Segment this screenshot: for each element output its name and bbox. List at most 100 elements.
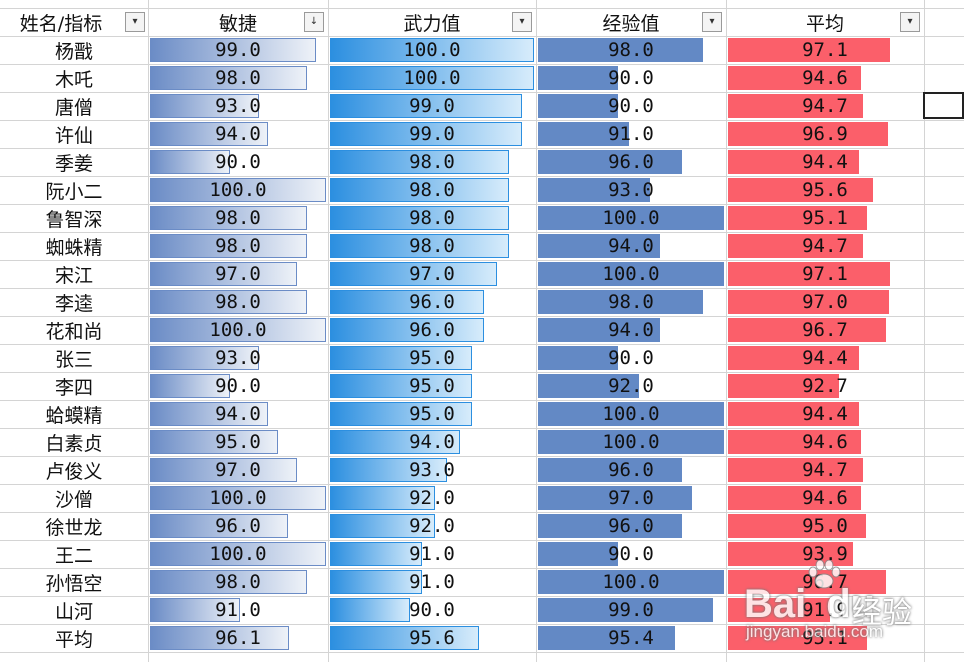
header-agility[interactable]: 敏捷 — [148, 8, 328, 36]
average-value-cell[interactable]: 94.4 — [802, 347, 848, 369]
agility-value-cell[interactable]: 97.0 — [215, 459, 261, 481]
experience-value-cell[interactable]: 90.0 — [608, 95, 654, 117]
experience-value-cell[interactable]: 96.0 — [608, 151, 654, 173]
name-cell[interactable]: 王二 — [54, 544, 93, 567]
average-value-cell[interactable]: 91.9 — [802, 599, 848, 621]
experience-value-cell[interactable]: 90.0 — [608, 543, 654, 565]
force-value-cell[interactable]: 98.0 — [409, 179, 455, 201]
header-force[interactable]: 武力值 — [328, 8, 536, 36]
force-value-cell[interactable]: 91.0 — [409, 543, 455, 565]
force-value-cell[interactable]: 96.0 — [409, 291, 455, 313]
average-value-cell[interactable]: 94.6 — [802, 67, 848, 89]
filter-dropdown-force[interactable]: ▾ — [512, 12, 532, 32]
experience-value-cell[interactable]: 100.0 — [602, 431, 660, 453]
name-cell[interactable]: 平均 — [54, 628, 93, 651]
header-average[interactable]: 平均 — [726, 8, 924, 36]
agility-value-cell[interactable]: 94.0 — [215, 123, 261, 145]
active-cell-selection[interactable] — [923, 92, 964, 119]
experience-value-cell[interactable]: 90.0 — [608, 67, 654, 89]
average-value-cell[interactable]: 94.6 — [802, 487, 848, 509]
name-cell[interactable]: 李四 — [54, 376, 93, 399]
name-cell[interactable]: 李逵 — [54, 292, 93, 315]
name-cell[interactable]: 许仙 — [54, 124, 93, 147]
agility-value-cell[interactable]: 98.0 — [215, 67, 261, 89]
force-value-cell[interactable]: 96.0 — [409, 319, 455, 341]
agility-value-cell[interactable]: 95.0 — [215, 431, 261, 453]
name-cell[interactable]: 卢俊义 — [45, 460, 103, 483]
force-value-cell[interactable]: 93.0 — [409, 459, 455, 481]
average-value-cell[interactable]: 94.6 — [802, 431, 848, 453]
name-cell[interactable]: 阮小二 — [45, 180, 103, 203]
filter-dropdown-experience[interactable]: ▾ — [702, 12, 722, 32]
name-cell[interactable]: 沙僧 — [54, 488, 93, 511]
name-cell[interactable]: 季姜 — [54, 152, 93, 175]
average-value-cell[interactable]: 96.7 — [802, 319, 848, 341]
agility-value-cell[interactable]: 90.0 — [215, 151, 261, 173]
name-cell[interactable]: 杨戬 — [54, 40, 93, 63]
agility-value-cell[interactable]: 100.0 — [209, 319, 267, 341]
agility-value-cell[interactable]: 98.0 — [215, 571, 261, 593]
agility-value-cell[interactable]: 90.0 — [215, 375, 261, 397]
agility-value-cell[interactable]: 99.0 — [215, 39, 261, 61]
agility-value-cell[interactable]: 93.0 — [215, 95, 261, 117]
force-value-cell[interactable]: 90.0 — [409, 599, 455, 621]
force-value-cell[interactable]: 94.0 — [409, 431, 455, 453]
name-cell[interactable]: 蛤蟆精 — [45, 404, 103, 427]
experience-value-cell[interactable]: 95.4 — [608, 627, 654, 649]
agility-value-cell[interactable]: 94.0 — [215, 403, 261, 425]
force-value-cell[interactable]: 98.0 — [409, 151, 455, 173]
experience-value-cell[interactable]: 100.0 — [602, 571, 660, 593]
average-value-cell[interactable]: 95.6 — [802, 179, 848, 201]
agility-value-cell[interactable]: 100.0 — [209, 487, 267, 509]
force-value-cell[interactable]: 92.0 — [409, 487, 455, 509]
experience-value-cell[interactable]: 100.0 — [602, 403, 660, 425]
agility-value-cell[interactable]: 91.0 — [215, 599, 261, 621]
experience-value-cell[interactable]: 100.0 — [602, 263, 660, 285]
force-value-cell[interactable]: 92.0 — [409, 515, 455, 537]
average-value-cell[interactable]: 96.9 — [802, 123, 848, 145]
force-value-cell[interactable]: 100.0 — [403, 67, 461, 89]
average-value-cell[interactable]: 94.7 — [802, 235, 848, 257]
experience-value-cell[interactable]: 96.0 — [608, 459, 654, 481]
experience-value-cell[interactable]: 91.0 — [608, 123, 654, 145]
experience-value-cell[interactable]: 94.0 — [608, 319, 654, 341]
force-value-cell[interactable]: 98.0 — [409, 207, 455, 229]
experience-value-cell[interactable]: 94.0 — [608, 235, 654, 257]
agility-value-cell[interactable]: 96.1 — [215, 627, 261, 649]
average-value-cell[interactable]: 97.0 — [802, 291, 848, 313]
agility-value-cell[interactable]: 96.0 — [215, 515, 261, 537]
average-value-cell[interactable]: 97.1 — [802, 39, 848, 61]
average-value-cell[interactable]: 95.1 — [802, 627, 848, 649]
agility-value-cell[interactable]: 97.0 — [215, 263, 261, 285]
name-cell[interactable]: 徐世龙 — [45, 516, 103, 539]
force-value-cell[interactable]: 97.0 — [409, 263, 455, 285]
experience-value-cell[interactable]: 93.0 — [608, 179, 654, 201]
name-cell[interactable]: 鲁智深 — [45, 208, 103, 231]
force-value-cell[interactable]: 100.0 — [403, 39, 461, 61]
filter-dropdown-agility-sorted[interactable]: ↓ — [304, 12, 324, 32]
force-value-cell[interactable]: 91.0 — [409, 571, 455, 593]
force-value-cell[interactable]: 95.0 — [409, 375, 455, 397]
average-value-cell[interactable]: 95.1 — [802, 207, 848, 229]
experience-value-cell[interactable]: 98.0 — [608, 39, 654, 61]
force-value-cell[interactable]: 99.0 — [409, 95, 455, 117]
average-value-cell[interactable]: 94.7 — [802, 95, 848, 117]
average-value-cell[interactable]: 92.7 — [802, 375, 848, 397]
name-cell[interactable]: 木吒 — [54, 68, 93, 91]
name-cell[interactable]: 张三 — [54, 348, 93, 371]
header-experience[interactable]: 经验值 — [536, 8, 726, 36]
agility-value-cell[interactable]: 98.0 — [215, 207, 261, 229]
experience-value-cell[interactable]: 96.0 — [608, 515, 654, 537]
average-value-cell[interactable]: 94.7 — [802, 459, 848, 481]
average-value-cell[interactable]: 93.9 — [802, 543, 848, 565]
agility-value-cell[interactable]: 100.0 — [209, 543, 267, 565]
name-cell[interactable]: 白素贞 — [45, 432, 103, 455]
force-value-cell[interactable]: 95.0 — [409, 347, 455, 369]
agility-value-cell[interactable]: 98.0 — [215, 291, 261, 313]
average-value-cell[interactable]: 94.4 — [802, 403, 848, 425]
experience-value-cell[interactable]: 100.0 — [602, 207, 660, 229]
agility-value-cell[interactable]: 93.0 — [215, 347, 261, 369]
experience-value-cell[interactable]: 97.0 — [608, 487, 654, 509]
name-cell[interactable]: 宋江 — [54, 264, 93, 287]
